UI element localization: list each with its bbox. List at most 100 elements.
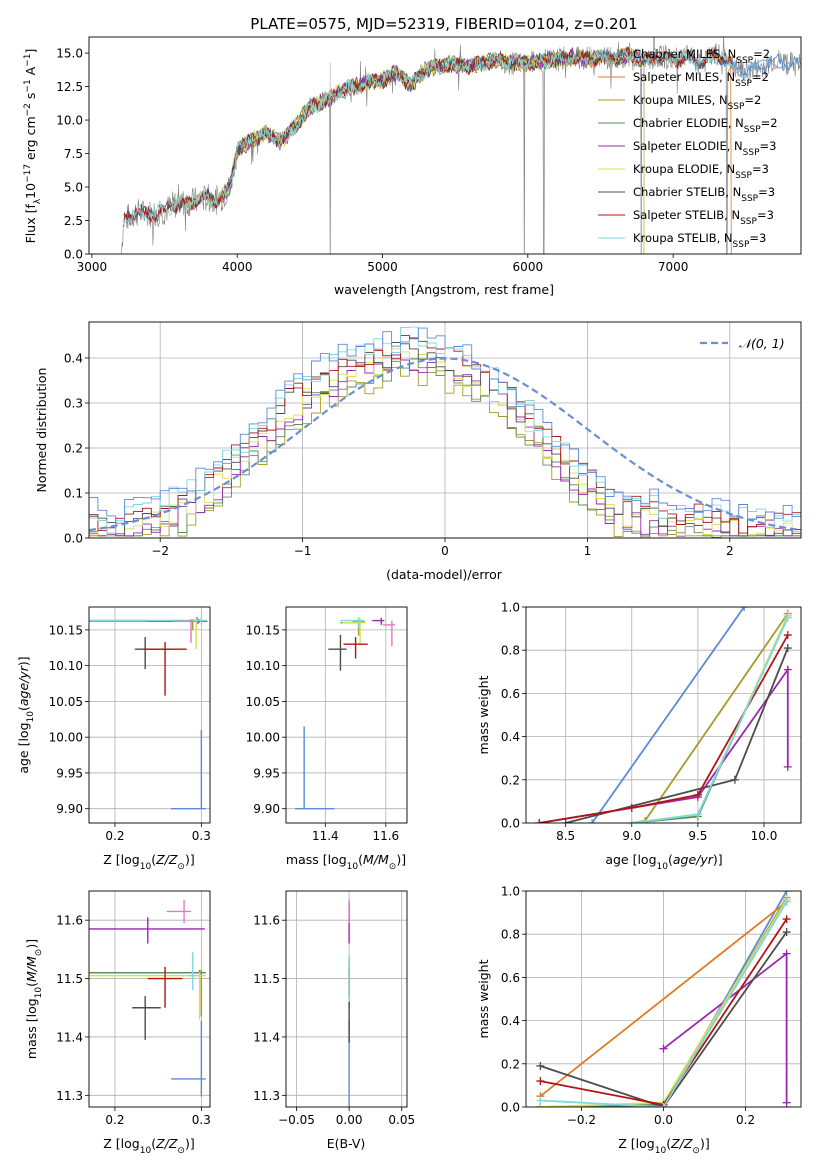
age-vs-Z-ytick-label-4: 10.10	[49, 659, 83, 673]
age-vs-mass-ytick-label-2: 10.00	[246, 731, 280, 745]
age-vs-mass-frame	[285, 606, 408, 824]
age-vs-mass-point-6	[343, 637, 368, 659]
spectrum-model-kroupa-elodie	[222, 46, 645, 254]
mass-vs-Z-ylabel: mass [log10(M/M⊙)]	[24, 939, 44, 1059]
spectrum-model-kroupa-miles	[171, 48, 644, 211]
residuals-xtick-label-0: −2	[151, 544, 169, 558]
mass-vs-ebv-ytick-label-0: 11.3	[253, 1089, 280, 1103]
mass-vs-ebv-plot-area	[286, 891, 407, 1107]
age-vs-Z-point-0	[171, 730, 206, 810]
massweight-vs-Z-ylabel: mass weight	[476, 959, 491, 1038]
massweight-vs-age-xtick-label-1: 9.0	[622, 829, 641, 843]
massweight-vs-Z-panel: −0.2 0.0 0.2 0.0 0.2 0.4 0.6 0.8 1.0 Z [log10(Z/Z…	[476, 885, 802, 1156]
mass-vs-ebv-xtick-label-1: 0.00	[336, 1113, 363, 1127]
massweight-vs-Z-series-chabrier-stelib	[540, 931, 788, 1107]
massweight-vs-age-ytick-label-2: 0.4	[501, 730, 520, 744]
massweight-vs-age-marker-6-3	[783, 631, 792, 640]
age-vs-mass-point-8	[382, 620, 395, 647]
mass-vs-ebv-ytick-label-2: 11.5	[253, 972, 280, 986]
massweight-vs-Z-ytick-label-1: 0.2	[501, 1057, 520, 1071]
age-vs-mass-point-0	[295, 726, 335, 810]
mass-vs-Z-point-2	[89, 969, 206, 976]
massweight-vs-age-marker-3-3	[783, 762, 792, 771]
massweight-vs-age-marker-5-0	[561, 819, 570, 823]
spectrum-ytick-label-3: 7.5	[64, 147, 83, 161]
massweight-vs-age-ytick-label-0: 0.0	[501, 817, 520, 831]
age-vs-mass-ytick-label-4: 10.10	[246, 659, 280, 673]
massweight-vs-Z-ytick-label-4: 0.8	[501, 928, 520, 942]
mass-vs-ebv-ytick-label-1: 11.4	[253, 1030, 280, 1044]
mass-vs-Z-point-4	[89, 972, 206, 1020]
residuals-xlabel: (data-model)/error	[386, 567, 503, 582]
histogram-chabrier-miles	[89, 327, 801, 524]
residuals-ytick-label-1: 0.1	[64, 487, 83, 501]
spectrum-legend-label-4: Salpeter ELODIE, NSSP=3	[633, 139, 776, 158]
massweight-vs-age-panel: 8.5 9.0 9.5 10.0 0.0 0.2 0.4 0.6 0.8 1.0 age [log1…	[476, 601, 802, 872]
spectrum-xtick-label-0: 3000	[77, 260, 108, 274]
age-vs-Z-ytick-label-2: 10.00	[49, 731, 83, 745]
spectrum-ytick-label-6: 15.0	[56, 47, 83, 61]
mass-vs-Z-point-5	[132, 996, 161, 1040]
spectrum-legend-label-5: Kroupa ELODIE, NSSP=3	[633, 162, 769, 181]
residuals-frame	[88, 321, 802, 539]
residuals-panel: −2 −1 0 1 2 0.0 0.1 0.2 0.3 0.4 𝒩(0, 1) (data-model…	[34, 321, 802, 582]
massweight-vs-age-ylabel: mass weight	[476, 675, 491, 754]
massweight-vs-Z-ytick-label-2: 0.4	[501, 1014, 520, 1028]
mass-vs-Z-point-0	[171, 1020, 206, 1097]
age-vs-mass-ytick-label-3: 10.05	[246, 695, 280, 709]
massweight-vs-age-marker-7-2	[783, 613, 792, 622]
age-vs-mass-ytick-label-1: 9.95	[253, 766, 280, 780]
age-vs-mass-point-7	[340, 617, 365, 628]
histogram-chabrier-stelib	[89, 342, 801, 537]
massweight-vs-age-marker-7-0	[627, 819, 636, 823]
massweight-vs-age-series-chabrier-miles	[591, 607, 745, 823]
mass-vs-Z-ytick-label-3: 11.6	[56, 914, 83, 928]
spectrum-xtick-label-4: 7000	[658, 260, 689, 274]
massweight-vs-Z-marker-8-2	[782, 897, 791, 906]
age-vs-Z-ytick-label-0: 9.90	[56, 802, 83, 816]
massweight-vs-age-marker-7-1	[693, 810, 702, 819]
figure-title: PLATE=0575, MJD=52319, FIBERID=0104, z=0…	[250, 15, 637, 33]
massweight-vs-Z-marker-8-0	[536, 1096, 545, 1105]
massweight-vs-age-xtick-label-2: 9.5	[688, 829, 707, 843]
spectrum-legend-label-7: Salpeter STELIB, NSSP=3	[633, 208, 774, 227]
age-vs-mass-panel: 11.4 11.6 9.90 9.95 10.00 10.05 10.10 10.15 mass…	[246, 606, 408, 872]
massweight-vs-Z-marker-7-2	[782, 915, 791, 924]
mass-vs-Z-panel: 0.2 0.3 11.3 11.4 11.5 11.6 Z [log10(Z/Z⊙)] mas…	[24, 890, 211, 1156]
spectrum-xtick-label-1: 4000	[222, 260, 253, 274]
massweight-vs-Z-ytick-label-0: 0.0	[501, 1101, 520, 1115]
massweight-vs-age-plot-area	[526, 607, 801, 823]
massweight-vs-age-series-salpeter-elodie	[539, 666, 789, 823]
massweight-vs-age-ytick-label-1: 0.2	[501, 773, 520, 787]
spectrum-ytick-label-0: 0.0	[64, 248, 83, 262]
spectrum-legend-label-0: Chabrier MILES, NSSP=2	[633, 47, 770, 66]
residuals-xtick-label-4: 2	[726, 544, 734, 558]
massweight-vs-Z-series-kroupa-stelib	[540, 901, 788, 1107]
spectrum-legend-label-2: Kroupa MILES, NSSP=2	[633, 93, 761, 112]
age-vs-mass-xtick-label-1: 11.6	[372, 829, 399, 843]
age-vs-Z-xlabel: Z [log10(Z/Z⊙)]	[103, 852, 194, 872]
massweight-vs-Z-marker-7-0	[536, 1077, 545, 1086]
spectrum-xtick-label-3: 6000	[513, 260, 544, 274]
spectrum-model-chabrier-elodie	[222, 48, 645, 254]
mass-vs-Z-xlabel: Z [log10(Z/Z⊙)]	[103, 1136, 194, 1156]
massweight-vs-age-xlabel: age [log10(age/yr)]	[605, 852, 722, 872]
mass-vs-Z-xtick-label-1: 0.3	[192, 1113, 211, 1127]
mass-vs-Z-ytick-label-2: 11.5	[56, 972, 83, 986]
massweight-vs-age-marker-6-1	[627, 803, 636, 812]
age-vs-Z-ylabel: age [log10(age/yr)]	[16, 656, 36, 773]
massweight-vs-Z-xtick-label-0: −0.2	[567, 1113, 596, 1127]
normal-curve	[89, 357, 799, 532]
massweight-vs-age-marker-6-2	[693, 790, 702, 799]
massweight-vs-age-marker-5-2	[783, 644, 792, 653]
spectrum-model-kroupa-stelib	[123, 48, 801, 223]
mass-vs-Z-point-1	[89, 969, 206, 1017]
spectrum-legend: Chabrier MILES, NSSP=2 Salpeter MILES, NS…	[598, 47, 778, 250]
mass-vs-ebv-frame	[285, 890, 408, 1108]
mass-vs-Z-xtick-label-0: 0.2	[105, 1113, 124, 1127]
mass-vs-ebv-ytick-label-3: 11.6	[253, 914, 280, 928]
spectrum-plot-area	[121, 37, 801, 254]
residuals-ytick-label-2: 0.2	[64, 442, 83, 456]
age-vs-Z-plot-area	[89, 607, 210, 823]
